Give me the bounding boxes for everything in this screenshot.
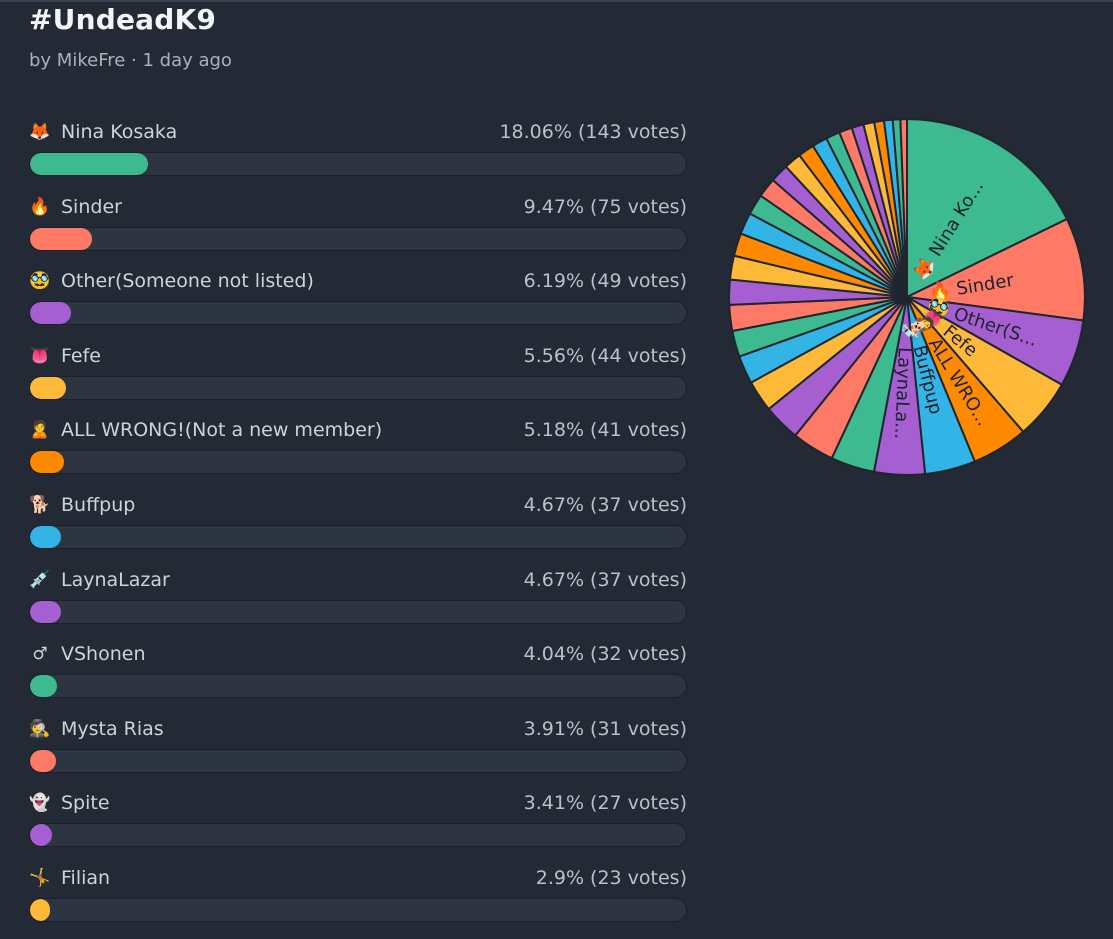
- poll-option-bar-fill: [30, 675, 57, 698]
- poll-option[interactable]: 🙎 ALL WRONG!(Not a new member) 5.18% (41 v…: [29, 416, 687, 491]
- poll-option-label: 🙎 ALL WRONG!(Not a new member): [29, 419, 382, 441]
- poll-option-bar-fill: [30, 227, 93, 250]
- poll-option-emoji-icon: 🔥: [29, 196, 51, 217]
- poll-option-name: LaynaLazar: [61, 568, 170, 591]
- poll-option-bar-fill: [30, 824, 53, 847]
- poll-option-header: ♂ VShonen 4.04% (32 votes): [29, 640, 687, 668]
- poll-option-emoji-icon: 🕵: [29, 718, 51, 739]
- poll-option-label: 🕵 Mysta Rias: [29, 717, 164, 740]
- poll-option-header: 🔥 Sinder 9.47% (75 votes): [29, 193, 687, 221]
- poll-option-bar-track: [29, 152, 687, 176]
- poll-option-stats: 3.41% (27 votes): [523, 792, 687, 815]
- pie-chart-svg: 🦊 Nina Ko...🔥 Sinder🥸 Other(S...👅 Fefe🙎 …: [728, 117, 1086, 476]
- poll-option-name: Mysta Rias: [61, 717, 164, 740]
- poll-option-stats: 4.04% (32 votes): [523, 643, 687, 666]
- poll-option-stats: 18.06% (143 votes): [499, 121, 687, 143]
- poll-option[interactable]: 💉 LaynaLazar 4.67% (37 votes): [29, 566, 687, 641]
- poll-option-bar-track: [29, 897, 687, 922]
- poll-option-bar-fill: [30, 376, 67, 399]
- poll-option-name: Filian: [61, 866, 111, 889]
- poll-option-label: 🔥 Sinder: [29, 196, 122, 218]
- poll-option-emoji-icon: 🥸: [29, 271, 51, 292]
- poll-option-emoji-icon: 💉: [29, 569, 51, 590]
- poll-option-header: 💉 LaynaLazar 4.67% (37 votes): [29, 566, 687, 594]
- poll-option-header: 🥸 Other(Someone not listed) 6.19% (49 vote…: [29, 267, 687, 295]
- poll-option-header: 👻 Spite 3.41% (27 votes): [29, 789, 687, 817]
- poll-option-emoji-icon: 👅: [29, 345, 51, 366]
- poll-option-stats: 9.47% (75 votes): [523, 195, 687, 218]
- pie-chart: 🦊 Nina Ko... 🔥 Sinder 🥸 Other(S... 👅 Fefe 🙎 …: [726, 116, 1088, 478]
- poll-meta: by MikeFre · 1 day ago: [29, 50, 232, 71]
- poll-option-label: ♂ VShonen: [29, 643, 146, 666]
- poll-option[interactable]: 🕵 Mysta Rias 3.91% (31 votes): [29, 715, 687, 790]
- poll-option-name: Spite: [61, 792, 110, 815]
- poll-option-bar-track: [29, 226, 687, 251]
- poll-option-label: 👅 Fefe: [29, 345, 101, 367]
- poll-option-header: 🙎 ALL WRONG!(Not a new member) 5.18% (41 v…: [29, 416, 687, 444]
- poll-option-name: Buffpup: [61, 493, 136, 516]
- poll-option-bar-track: [29, 674, 687, 699]
- poll-option[interactable]: ♂ VShonen 4.04% (32 votes): [29, 640, 687, 715]
- poll-option-bar-track: [29, 450, 687, 475]
- poll-option-bar-fill: [30, 749, 56, 772]
- poll-option-bar-fill: [30, 898, 50, 921]
- poll-option-bar-track: [29, 375, 687, 400]
- poll-option-stats: 4.67% (37 votes): [523, 493, 687, 516]
- poll-option-label: 🦊 Nina Kosaka: [29, 121, 177, 143]
- top-border: [0, 0, 1113, 2]
- poll-option-emoji-icon: 🦊: [29, 122, 51, 142]
- poll-option-bar-track: [29, 599, 687, 624]
- poll-option-name: ALL WRONG!(Not a new member): [61, 419, 383, 442]
- poll-option-stats: 2.9% (23 votes): [535, 866, 687, 889]
- poll-option[interactable]: 👅 Fefe 5.56% (44 votes): [29, 342, 687, 417]
- poll-option-header: 🐕 Buffpup 4.67% (37 votes): [29, 491, 687, 519]
- poll-option-label: 🥸 Other(Someone not listed): [29, 270, 314, 293]
- poll-option-header: 🤸 Filian 2.9% (23 votes): [29, 864, 687, 892]
- poll-option[interactable]: 🤸 Filian 2.9% (23 votes): [29, 864, 687, 939]
- poll-option-emoji-icon: 🐕: [29, 494, 51, 515]
- poll-option[interactable]: 🐕 Buffpup 4.67% (37 votes): [29, 491, 687, 566]
- poll-option-label: 👻 Spite: [29, 792, 110, 815]
- poll-option-stats: 4.67% (37 votes): [523, 568, 687, 591]
- poll-option-name: Other(Someone not listed): [61, 270, 314, 293]
- poll-option-header: 🕵 Mysta Rias 3.91% (31 votes): [29, 715, 687, 743]
- poll-option-name: Sinder: [61, 195, 122, 218]
- poll-option-emoji-icon: 👻: [29, 793, 51, 814]
- poll-option-header: 👅 Fefe 5.56% (44 votes): [29, 342, 687, 370]
- poll-option-bar-fill: [30, 525, 61, 548]
- pie-outline: [728, 118, 1086, 476]
- poll-option-bar-track: [29, 748, 687, 773]
- poll-option[interactable]: 🦊 Nina Kosaka 18.06% (143 votes): [29, 118, 687, 193]
- poll-option-name: Nina Kosaka: [61, 121, 178, 143]
- poll-option-bar-fill: [30, 302, 71, 325]
- poll-option[interactable]: 🔥 Sinder 9.47% (75 votes): [29, 193, 687, 268]
- poll-option-stats: 5.18% (41 votes): [523, 419, 687, 442]
- poll-option-emoji-icon: ♂: [32, 644, 48, 665]
- poll-title: #UndeadK9: [29, 3, 217, 36]
- poll-option-emoji-icon: 🤸: [29, 867, 51, 888]
- poll-option-stats: 5.56% (44 votes): [523, 344, 687, 367]
- poll-option-bar-track: [29, 301, 687, 326]
- poll-option-bar-fill: [30, 600, 61, 623]
- poll-option-header: 🦊 Nina Kosaka 18.06% (143 votes): [29, 118, 687, 146]
- poll-option-stats: 3.91% (31 votes): [523, 717, 687, 740]
- poll-options-list: 🦊 Nina Kosaka 18.06% (143 votes) 🔥 Sinder 9.4…: [29, 118, 687, 939]
- poll-option-label: 💉 LaynaLazar: [29, 568, 170, 591]
- poll-option-bar-track: [29, 524, 687, 549]
- poll-option-bar-track: [29, 823, 687, 848]
- poll-option-name: VShonen: [61, 643, 146, 666]
- poll-option[interactable]: 👻 Spite 3.41% (27 votes): [29, 789, 687, 864]
- poll-option[interactable]: 🥸 Other(Someone not listed) 6.19% (49 vote…: [29, 267, 687, 342]
- poll-option-bar-fill: [30, 153, 149, 175]
- poll-option-bar-fill: [30, 451, 64, 474]
- poll-option-stats: 6.19% (49 votes): [523, 270, 687, 293]
- poll-option-label: 🐕 Buffpup: [29, 494, 135, 516]
- poll-option-label: 🤸 Filian: [29, 867, 110, 889]
- poll-option-name: Fefe: [61, 344, 101, 367]
- poll-option-emoji-icon: 🙎: [29, 420, 51, 441]
